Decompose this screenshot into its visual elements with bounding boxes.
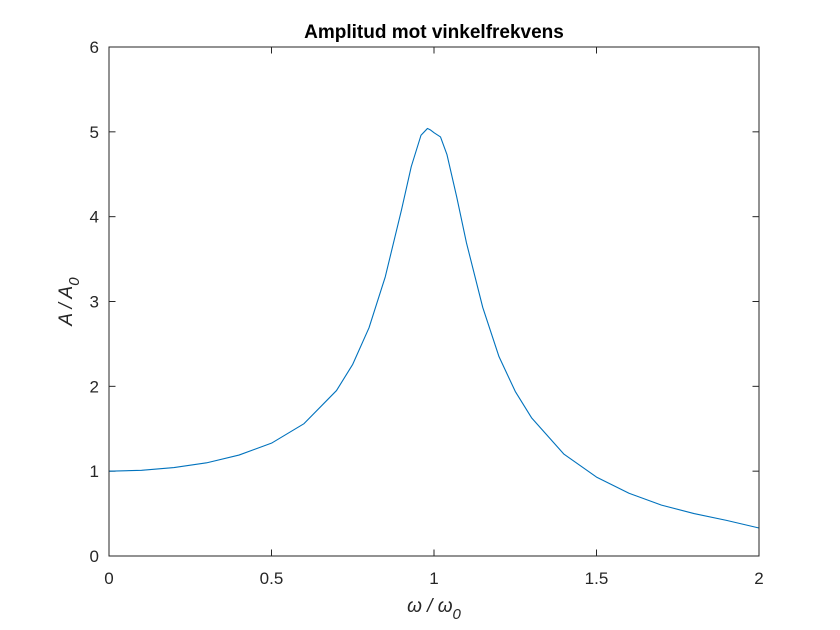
y-tick-labels: 0 1 2 3 4 5 6 [90, 38, 99, 566]
x-tick-labels: 0 0.5 1 1.5 2 [104, 569, 763, 588]
x-tick-label: 2 [754, 569, 763, 588]
x-axis-label-main: ω / ω [407, 596, 453, 617]
plot-frame [108, 46, 760, 557]
x-axis-label-subscript: 0 [453, 606, 462, 623]
y-tick-label: 4 [90, 208, 99, 227]
chart-title: Amplitud mot vinkelfrekvens [304, 22, 564, 43]
series-line [108, 127, 760, 529]
x-tick-label: 1 [429, 569, 438, 588]
y-tick-label: 6 [90, 38, 99, 57]
x-tick-label: 0.5 [260, 569, 284, 588]
x-axis-label: ω / ω0 [407, 596, 461, 623]
y-tick-label: 3 [90, 293, 99, 312]
y-tick-label: 0 [90, 547, 99, 566]
y-tick-label: 5 [90, 123, 99, 142]
y-axis-label-subscript: 0 [66, 277, 83, 286]
series-lines [108, 127, 760, 529]
x-tick-label: 1.5 [585, 569, 609, 588]
plot-area [109, 47, 759, 556]
y-axis-label: A / A0 [56, 277, 83, 327]
y-tick-label: 1 [90, 462, 99, 481]
y-axis-label-main: A / A [56, 286, 77, 327]
y-tick-label: 2 [90, 377, 99, 396]
x-tick-label: 0 [104, 569, 113, 588]
